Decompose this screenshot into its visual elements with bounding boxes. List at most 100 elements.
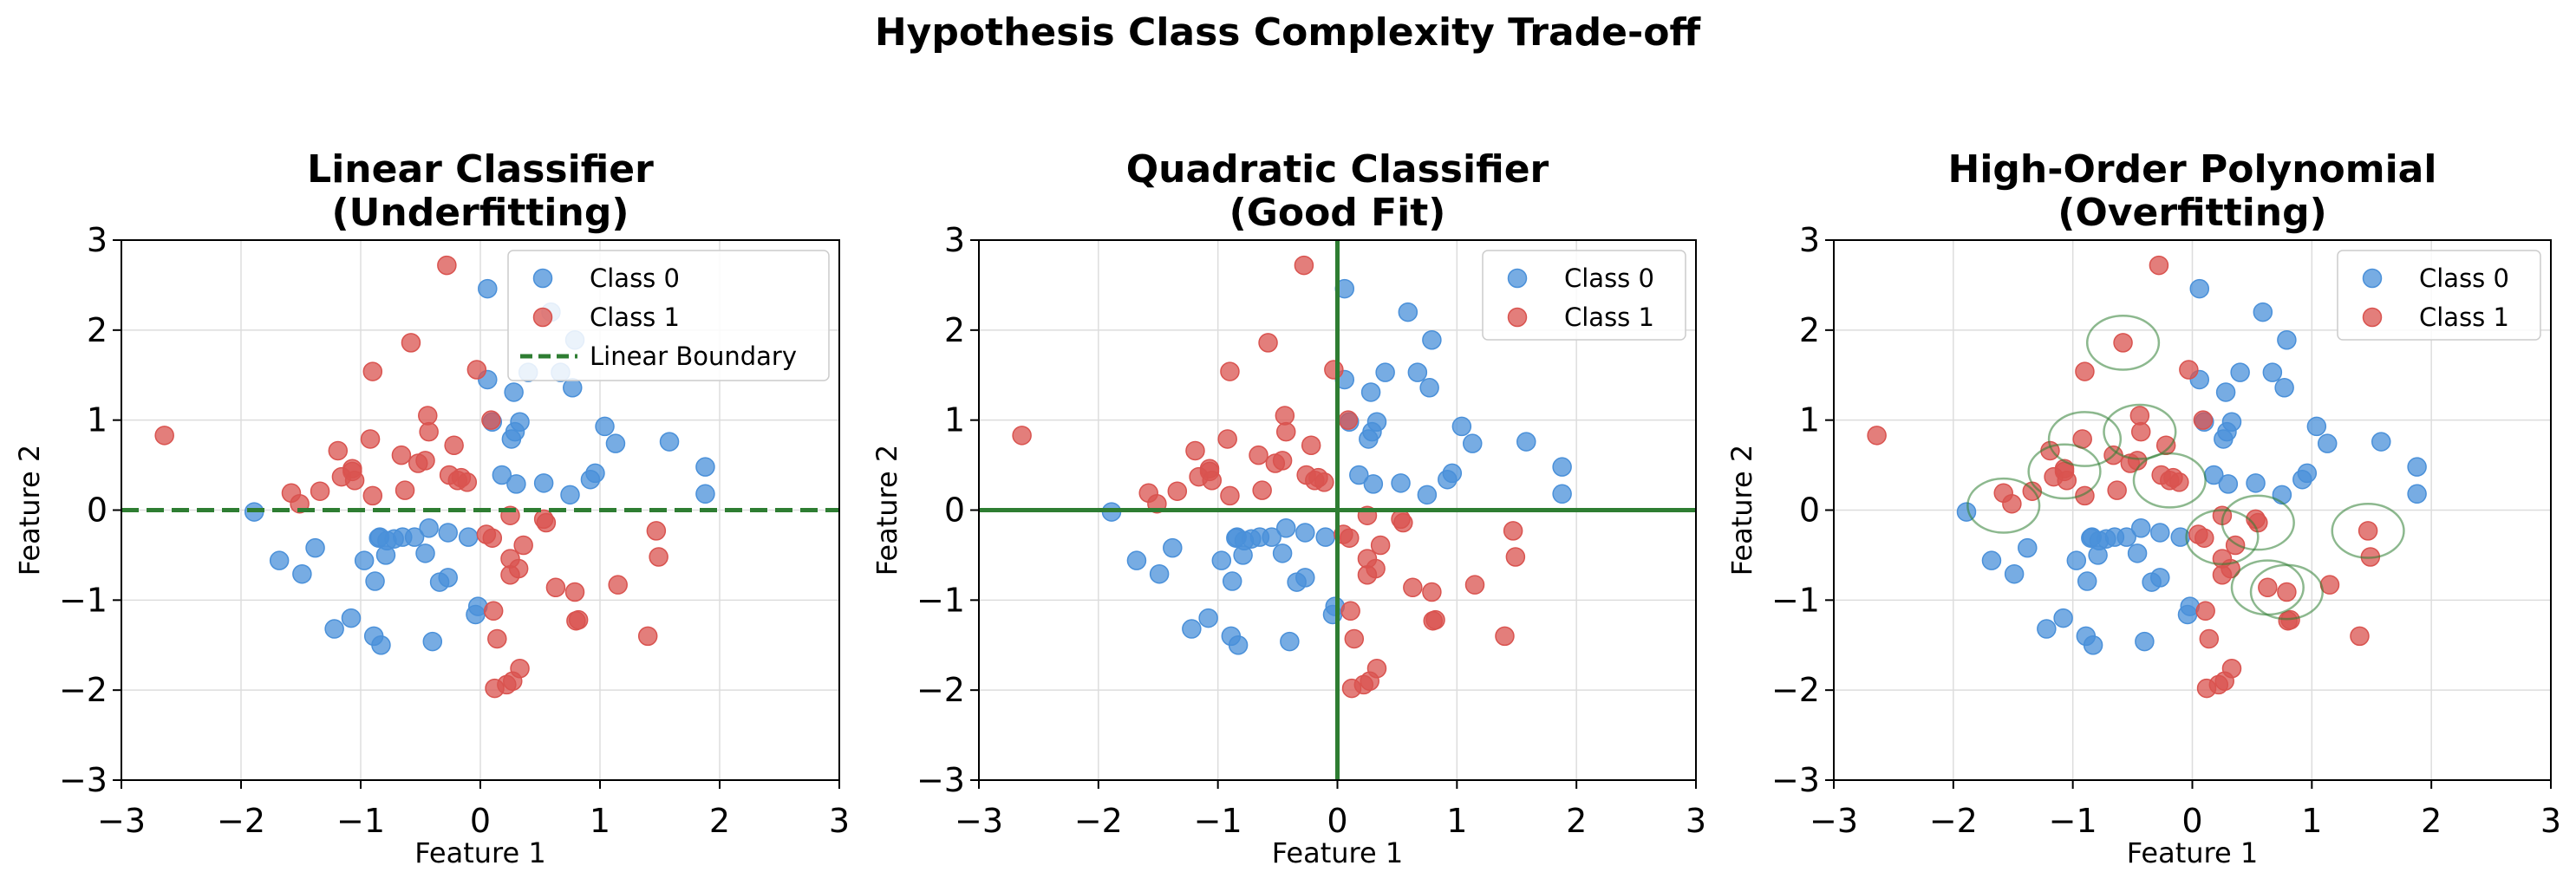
class1-point	[513, 535, 533, 556]
class1-point	[2002, 493, 2022, 514]
y-tick-label: −3	[59, 761, 108, 799]
panel-title: Quadratic Classifier	[1126, 147, 1549, 192]
class1-point	[1357, 565, 1378, 585]
plot-area	[979, 240, 1696, 780]
panel-title: (Overfitting)	[2058, 191, 2326, 235]
class0-point	[384, 529, 404, 549]
overfit-boundary-circle	[2185, 509, 2260, 566]
class0-point	[1198, 608, 1218, 628]
class0-point	[1552, 457, 1572, 477]
class0-point	[365, 571, 385, 591]
class0-point	[1407, 362, 1428, 382]
figure-title: Hypothesis Class Complexity Trade-off	[875, 10, 1702, 55]
class1-point	[457, 472, 478, 492]
y-tick-label: 1	[1799, 401, 1820, 439]
class1-point	[1425, 609, 1445, 630]
class0-point	[1287, 572, 1307, 592]
class1-point	[2113, 333, 2133, 353]
class0-point	[659, 432, 680, 452]
class0-point	[1163, 537, 1183, 558]
class0-point	[2135, 631, 2155, 652]
class0-point	[2215, 382, 2236, 402]
x-tick-label: 0	[470, 802, 491, 840]
class1-point	[487, 628, 507, 649]
class0-point	[404, 527, 425, 547]
class1-point	[2130, 421, 2151, 442]
class0-point	[492, 465, 512, 485]
class1-point	[418, 406, 438, 426]
class0-point	[1438, 469, 1458, 490]
class0-point	[595, 416, 615, 437]
class0-point	[1222, 571, 1242, 591]
class1-point	[328, 440, 349, 461]
y-tick-label: −2	[916, 671, 965, 709]
class1-point	[2199, 628, 2220, 649]
class1-point	[2195, 601, 2215, 621]
y-tick-label: −1	[59, 581, 108, 619]
class0-point	[1391, 473, 1411, 493]
class1-point	[1185, 440, 1205, 461]
y-tick-label: 2	[1799, 311, 1820, 349]
class0-point	[1315, 527, 1335, 547]
class0-point	[1262, 527, 1281, 547]
class0-point	[1272, 543, 1293, 563]
legend-box	[507, 250, 830, 381]
class1-point	[483, 601, 504, 621]
y-tick-label: 3	[1799, 221, 1820, 259]
x-tick-label: −1	[1194, 802, 1242, 840]
class0-point	[1417, 485, 1438, 505]
class1-point	[608, 575, 628, 595]
x-tick-label: 1	[1446, 802, 1467, 840]
class1-point	[1370, 535, 1391, 556]
class1-point	[1403, 577, 1423, 598]
class0-point	[1552, 484, 1572, 504]
class1-point	[344, 470, 365, 491]
class1-point	[2194, 528, 2214, 548]
class0-point	[305, 537, 325, 558]
class0-point	[419, 518, 439, 538]
class0-point	[2066, 550, 2087, 570]
class0-point	[2130, 518, 2151, 538]
y-axis-label: Feature 2	[1725, 445, 1758, 576]
class1-point	[419, 421, 439, 442]
panel-title: (Underfitting)	[332, 191, 629, 235]
class0-point	[2150, 523, 2170, 543]
x-tick-label: 2	[709, 802, 730, 840]
class0-point	[1516, 432, 1536, 452]
x-tick-label: −2	[1074, 802, 1123, 840]
class0-point	[2189, 278, 2210, 299]
class1-point	[637, 626, 658, 647]
x-tick-label: 3	[2540, 802, 2561, 840]
class1-point	[310, 481, 330, 501]
overfit-boundary-circle	[2249, 563, 2324, 621]
class0-point	[2306, 416, 2327, 437]
y-tick-label: −3	[1771, 761, 1820, 799]
legend-class1-label: Class 1	[2419, 303, 2509, 332]
class0-point	[1349, 465, 1369, 485]
overfit-boundary-circle	[2331, 502, 2405, 559]
class0-point	[2371, 432, 2391, 452]
overfit-boundary-circle	[1966, 477, 2041, 534]
legend-class1-label: Class 1	[590, 303, 680, 332]
x-axis-label: Feature 1	[2127, 836, 2258, 869]
class1-point	[1338, 410, 1359, 430]
class0-point	[2246, 473, 2266, 493]
legend-class1-marker	[2362, 307, 2383, 328]
class0-point	[2277, 330, 2297, 350]
overfit-boundary-circle	[2027, 443, 2102, 500]
overfit-boundary-circle	[2103, 403, 2177, 460]
legend-class1-marker	[532, 307, 553, 328]
y-tick-label: 3	[87, 221, 108, 259]
y-tick-label: 2	[87, 311, 108, 349]
y-axis-label: Feature 2	[13, 445, 46, 576]
class0-point	[478, 278, 498, 299]
class1-point	[1265, 453, 1286, 473]
class1-point	[1464, 575, 1485, 595]
class0-point	[375, 545, 396, 565]
class0-point	[2407, 457, 2427, 477]
overfit-boundary-circle	[2221, 494, 2295, 551]
class0-point	[580, 469, 601, 490]
y-tick-label: −1	[1771, 581, 1820, 619]
overfit-boundary-circle	[2047, 411, 2123, 467]
class1-point	[1341, 678, 1362, 699]
